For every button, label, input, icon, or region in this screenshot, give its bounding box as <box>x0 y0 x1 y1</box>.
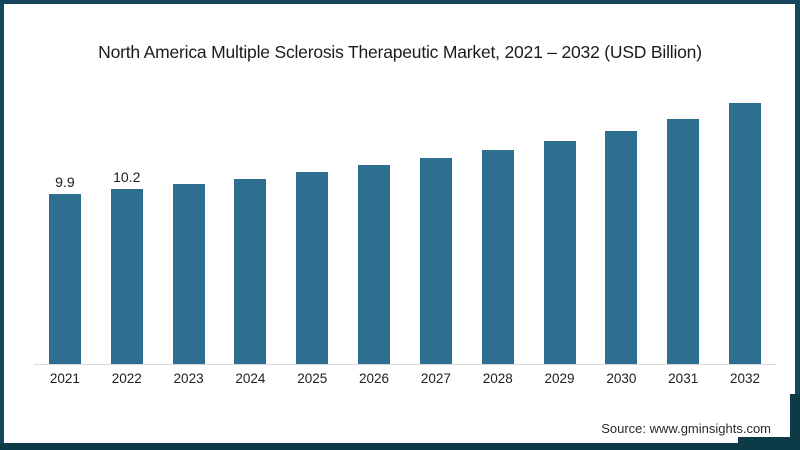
bar-slot <box>467 64 529 364</box>
bar <box>296 171 329 364</box>
x-axis-label: 2027 <box>420 371 451 386</box>
x-axis-label: 2031 <box>668 371 699 386</box>
bar-slot <box>405 64 467 364</box>
bar <box>110 189 143 364</box>
x-axis-line <box>34 364 776 365</box>
bar-slot <box>343 64 405 364</box>
bar-slot: 10.2 <box>96 64 158 364</box>
bar <box>358 165 391 364</box>
frame-right-border <box>795 0 800 450</box>
x-axis-label: 2026 <box>359 371 390 386</box>
bar-slot: 9.9 <box>34 64 96 364</box>
source-text: Source: www.gminsights.com <box>601 421 771 436</box>
bar-slot <box>158 64 220 364</box>
x-axis-label: 2025 <box>297 371 328 386</box>
bar <box>667 118 700 364</box>
x-axis-label: 2024 <box>235 371 266 386</box>
bar-value-label: 10.2 <box>113 169 141 186</box>
frame-left-border <box>0 0 4 450</box>
bar <box>172 183 205 364</box>
bar <box>605 130 638 364</box>
x-axis-labels: 2021 2022 2023 2024 2025 2026 2027 2028 2029 2030… <box>34 371 776 386</box>
x-axis-label: 2030 <box>606 371 637 386</box>
bar <box>729 103 762 364</box>
x-axis-label: 2032 <box>730 371 761 386</box>
bar-slot <box>219 64 281 364</box>
frame-corner-accent-bottom <box>738 437 800 450</box>
x-axis-label: 2029 <box>544 371 575 386</box>
bar-slot <box>529 64 591 364</box>
chart-title: North America Multiple Sclerosis Therape… <box>98 42 702 62</box>
bar <box>481 149 514 364</box>
x-axis-label: 2022 <box>111 371 142 386</box>
bar-chart-plot-area: 9.9 10.2 <box>34 64 776 364</box>
bar-slot <box>281 64 343 364</box>
x-axis-label: 2021 <box>49 371 80 386</box>
bar <box>543 141 576 364</box>
bar-slot <box>652 64 714 364</box>
bar-value-label: 9.9 <box>55 174 75 191</box>
frame-top-border <box>0 0 800 4</box>
bar-slot <box>590 64 652 364</box>
x-axis-label: 2023 <box>173 371 204 386</box>
bar <box>234 178 267 364</box>
frame-corner-accent-right <box>790 394 800 450</box>
bar <box>419 158 452 364</box>
x-axis-label: 2028 <box>482 371 513 386</box>
bar-slot <box>714 64 776 364</box>
frame-bottom-border <box>0 443 800 450</box>
bar <box>48 194 81 364</box>
